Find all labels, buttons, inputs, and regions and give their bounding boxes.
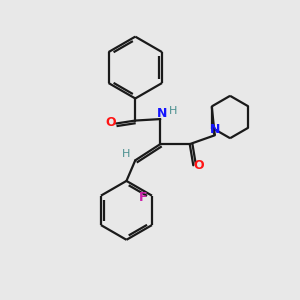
Text: O: O [106, 116, 116, 129]
Text: H: H [122, 149, 130, 159]
Text: N: N [210, 124, 220, 136]
Text: F: F [139, 190, 147, 204]
Text: H: H [169, 106, 177, 116]
Text: O: O [193, 159, 204, 172]
Text: N: N [157, 107, 167, 120]
